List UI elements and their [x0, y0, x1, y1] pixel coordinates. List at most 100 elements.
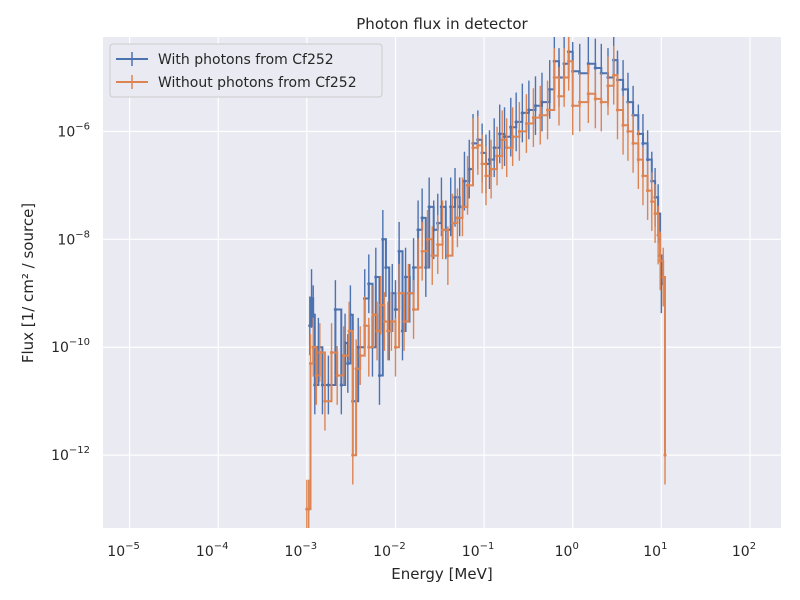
data-point	[578, 100, 582, 104]
x-tick-label: 100	[555, 541, 579, 560]
data-point	[386, 329, 390, 333]
data-point	[440, 228, 445, 232]
data-point	[403, 275, 408, 279]
data-point	[339, 383, 343, 387]
data-point	[641, 141, 645, 145]
data-point	[436, 242, 440, 247]
data-point	[323, 399, 327, 403]
data-point	[636, 158, 640, 162]
chart-title: Photon flux in detector	[356, 15, 528, 33]
data-point	[562, 75, 566, 80]
data-point	[354, 367, 358, 371]
data-point	[329, 350, 334, 355]
x-tick-label: 10−5	[107, 541, 140, 560]
x-tick-label: 102	[732, 541, 756, 560]
data-point	[346, 361, 350, 366]
data-point	[351, 453, 355, 457]
x-tick-label: 10−3	[285, 541, 318, 560]
data-point	[646, 158, 650, 162]
data-point	[393, 307, 398, 312]
data-point	[449, 205, 453, 209]
data-point	[520, 111, 524, 115]
data-point	[371, 313, 375, 317]
data-point	[480, 162, 484, 166]
data-point	[308, 361, 313, 366]
data-point	[531, 116, 536, 120]
data-point	[567, 59, 571, 63]
data-point	[621, 123, 625, 127]
data-point	[411, 265, 416, 270]
data-point	[309, 296, 314, 301]
data-point	[552, 75, 556, 80]
data-point	[347, 329, 351, 333]
data-point	[599, 100, 603, 104]
data-point	[646, 189, 650, 193]
data-point	[367, 345, 371, 349]
data-point	[653, 211, 657, 216]
data-point	[311, 345, 315, 349]
data-point	[505, 146, 509, 150]
data-point	[356, 345, 360, 349]
data-point	[509, 125, 513, 129]
data-point	[453, 195, 457, 199]
data-point	[314, 373, 318, 378]
data-point	[524, 121, 528, 126]
data-point	[416, 228, 420, 232]
data-point	[458, 205, 462, 209]
data-point	[656, 233, 660, 237]
legend-label-with-cf252: With photons from Cf252	[158, 52, 334, 68]
legend-item-without-cf252: Without photons from Cf252	[116, 75, 357, 91]
data-point	[424, 265, 428, 270]
x-tick-label: 10−1	[462, 541, 495, 560]
data-point	[586, 62, 590, 66]
data-point	[540, 100, 544, 104]
legend-label-without-cf252: Without photons from Cf252	[158, 75, 357, 91]
data-point	[545, 108, 550, 112]
data-point	[593, 97, 597, 101]
data-point	[511, 135, 515, 139]
data-point	[375, 329, 379, 333]
data-point	[342, 354, 346, 358]
data-point	[363, 324, 367, 328]
data-point	[489, 167, 493, 171]
data-point	[661, 275, 665, 279]
data-point	[527, 108, 531, 112]
data-point	[548, 87, 552, 92]
y-tick-label: 10−10	[51, 337, 90, 356]
data-point	[318, 350, 322, 355]
y-tick-label: 10−6	[57, 121, 90, 140]
data-point	[467, 167, 471, 171]
data-point	[476, 143, 480, 148]
data-point	[311, 313, 315, 317]
data-point	[631, 141, 635, 145]
data-point	[498, 132, 502, 136]
data-point	[397, 249, 401, 253]
data-point	[308, 324, 312, 328]
data-point	[358, 354, 362, 358]
y-axis-label: Flux [1/ cm² / source]	[19, 203, 37, 363]
data-point	[517, 129, 521, 134]
data-point	[487, 158, 492, 162]
data-point	[650, 200, 654, 204]
data-point	[586, 92, 590, 96]
data-point	[320, 383, 325, 387]
data-point	[621, 87, 625, 92]
data-point	[606, 84, 610, 88]
data-point	[307, 507, 311, 511]
legend: With photons from Cf252 Without photons …	[109, 43, 383, 98]
data-point	[393, 345, 398, 349]
data-point	[420, 216, 424, 220]
data-point	[612, 73, 616, 77]
series-layer	[305, 37, 667, 528]
data-point	[484, 174, 488, 178]
x-tick-labels: 10−5 10−4 10−3 10−2 10−1 100 101 102	[107, 541, 756, 560]
plot-area	[103, 37, 781, 528]
data-point	[455, 216, 460, 220]
data-point	[615, 108, 620, 112]
x-axis-label: Energy [MeV]	[391, 565, 492, 583]
data-point	[450, 221, 455, 225]
data-point	[500, 138, 504, 142]
data-point	[400, 329, 405, 333]
data-point	[492, 146, 496, 150]
